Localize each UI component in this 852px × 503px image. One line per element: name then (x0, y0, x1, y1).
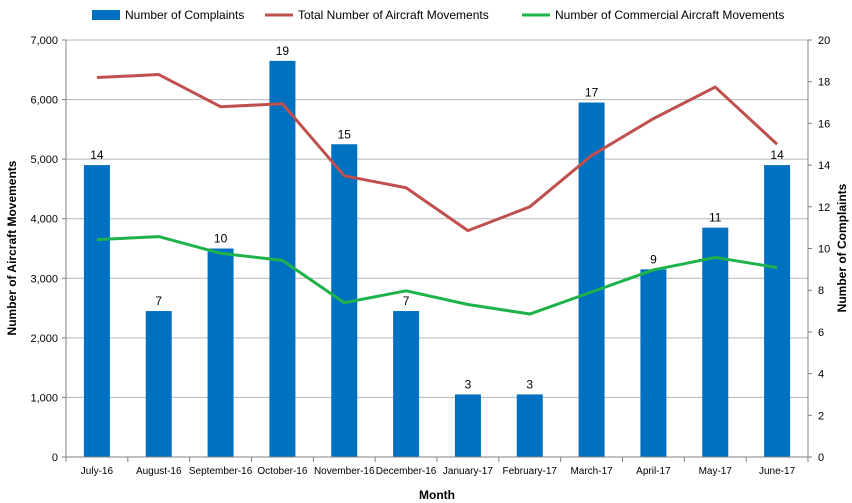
x-tick-label: August-16 (136, 466, 182, 477)
x-tick-label: September-16 (189, 466, 253, 477)
complaints-bar (207, 248, 234, 457)
y-left-tick-label: 1,000 (30, 392, 58, 404)
x-tick-label: May-17 (699, 466, 733, 477)
x-tick-label: February-17 (503, 466, 558, 477)
y-left-tick-label: 4,000 (30, 214, 58, 226)
y-right-tick-label: 14 (818, 160, 830, 172)
x-tick-label: October-16 (257, 466, 307, 477)
complaints-bar (454, 394, 481, 457)
complaints-data-label: 11 (709, 211, 722, 225)
complaints-data-label: 9 (650, 252, 657, 266)
x-tick-label: July-16 (81, 466, 114, 477)
line-series (96, 73, 779, 316)
x-tick-label: March-17 (570, 466, 613, 477)
x-tick-label: January-17 (443, 466, 493, 477)
complaints-bar (145, 311, 172, 457)
y-right-tick-label: 0 (818, 452, 824, 464)
legend-label: Number of Commercial Aircraft Movements (555, 8, 784, 22)
x-tick-label: November-16 (314, 466, 375, 477)
data-labels: 14 7 10 19 15 7 3 3 17 9 11 14 (90, 44, 784, 392)
gridlines (66, 39, 808, 458)
y-right-tick-label: 16 (818, 118, 830, 130)
complaints-bar (702, 227, 729, 457)
y-right-tick-label: 20 (818, 35, 830, 47)
y-left-tick-label: 7,000 (30, 35, 58, 47)
complaints-data-label: 3 (526, 377, 533, 391)
legend-label: Number of Complaints (125, 8, 244, 22)
y-right-tick-label: 8 (818, 285, 824, 297)
legend: Number of Complaints Total Number of Airc… (92, 8, 784, 22)
y-right-tick-label: 10 (818, 244, 830, 256)
legend-label: Total Number of Aircraft Movements (298, 8, 489, 22)
commercial-movements-line (96, 235, 778, 316)
y-axis-right-title: Number of Complaints (835, 183, 849, 312)
complaints-data-label: 3 (465, 377, 472, 391)
y-left-tick-label: 3,000 (30, 273, 58, 285)
complaints-data-label: 15 (338, 127, 352, 141)
x-tick-label: April-17 (636, 466, 671, 477)
y-right-tick-label: 12 (818, 202, 830, 214)
y-right-tick-label: 18 (818, 77, 830, 89)
x-axis-title: Month (419, 488, 455, 502)
y-left-tick-label: 2,000 (30, 333, 58, 345)
axes: 0 1,000 2,000 3,000 4,000 5,000 6,000 7,000 0 2 4 6… (30, 35, 830, 477)
y-axis-left-title: Number of Aircraft Movements (5, 160, 19, 335)
complaints-bar (83, 165, 110, 457)
complaints-data-label: 10 (214, 232, 228, 246)
y-left-tick-label: 5,000 (30, 154, 58, 166)
complaints-data-label: 14 (90, 148, 104, 162)
y-left-tick-label: 0 (52, 452, 58, 464)
complaints-data-label: 17 (585, 86, 599, 100)
legend-swatch-complaints (92, 10, 120, 20)
x-tick-label: December-16 (376, 466, 437, 477)
x-tick-label: June-17 (759, 466, 796, 477)
y-left-tick-label: 6,000 (30, 95, 58, 107)
complaints-data-label: 7 (403, 294, 410, 308)
complaints-data-label: 14 (770, 148, 784, 162)
complaints-data-label: 19 (276, 44, 290, 58)
y-right-tick-label: 6 (818, 327, 824, 339)
y-right-tick-label: 2 (818, 410, 824, 422)
y-right-tick-label: 4 (818, 369, 824, 381)
complaints-data-label: 7 (155, 294, 162, 308)
complaints-bar (393, 311, 420, 457)
complaints-bar (640, 269, 667, 457)
complaints-bar (516, 394, 543, 457)
complaints-bar (764, 165, 791, 457)
total-movements-line (96, 73, 779, 233)
